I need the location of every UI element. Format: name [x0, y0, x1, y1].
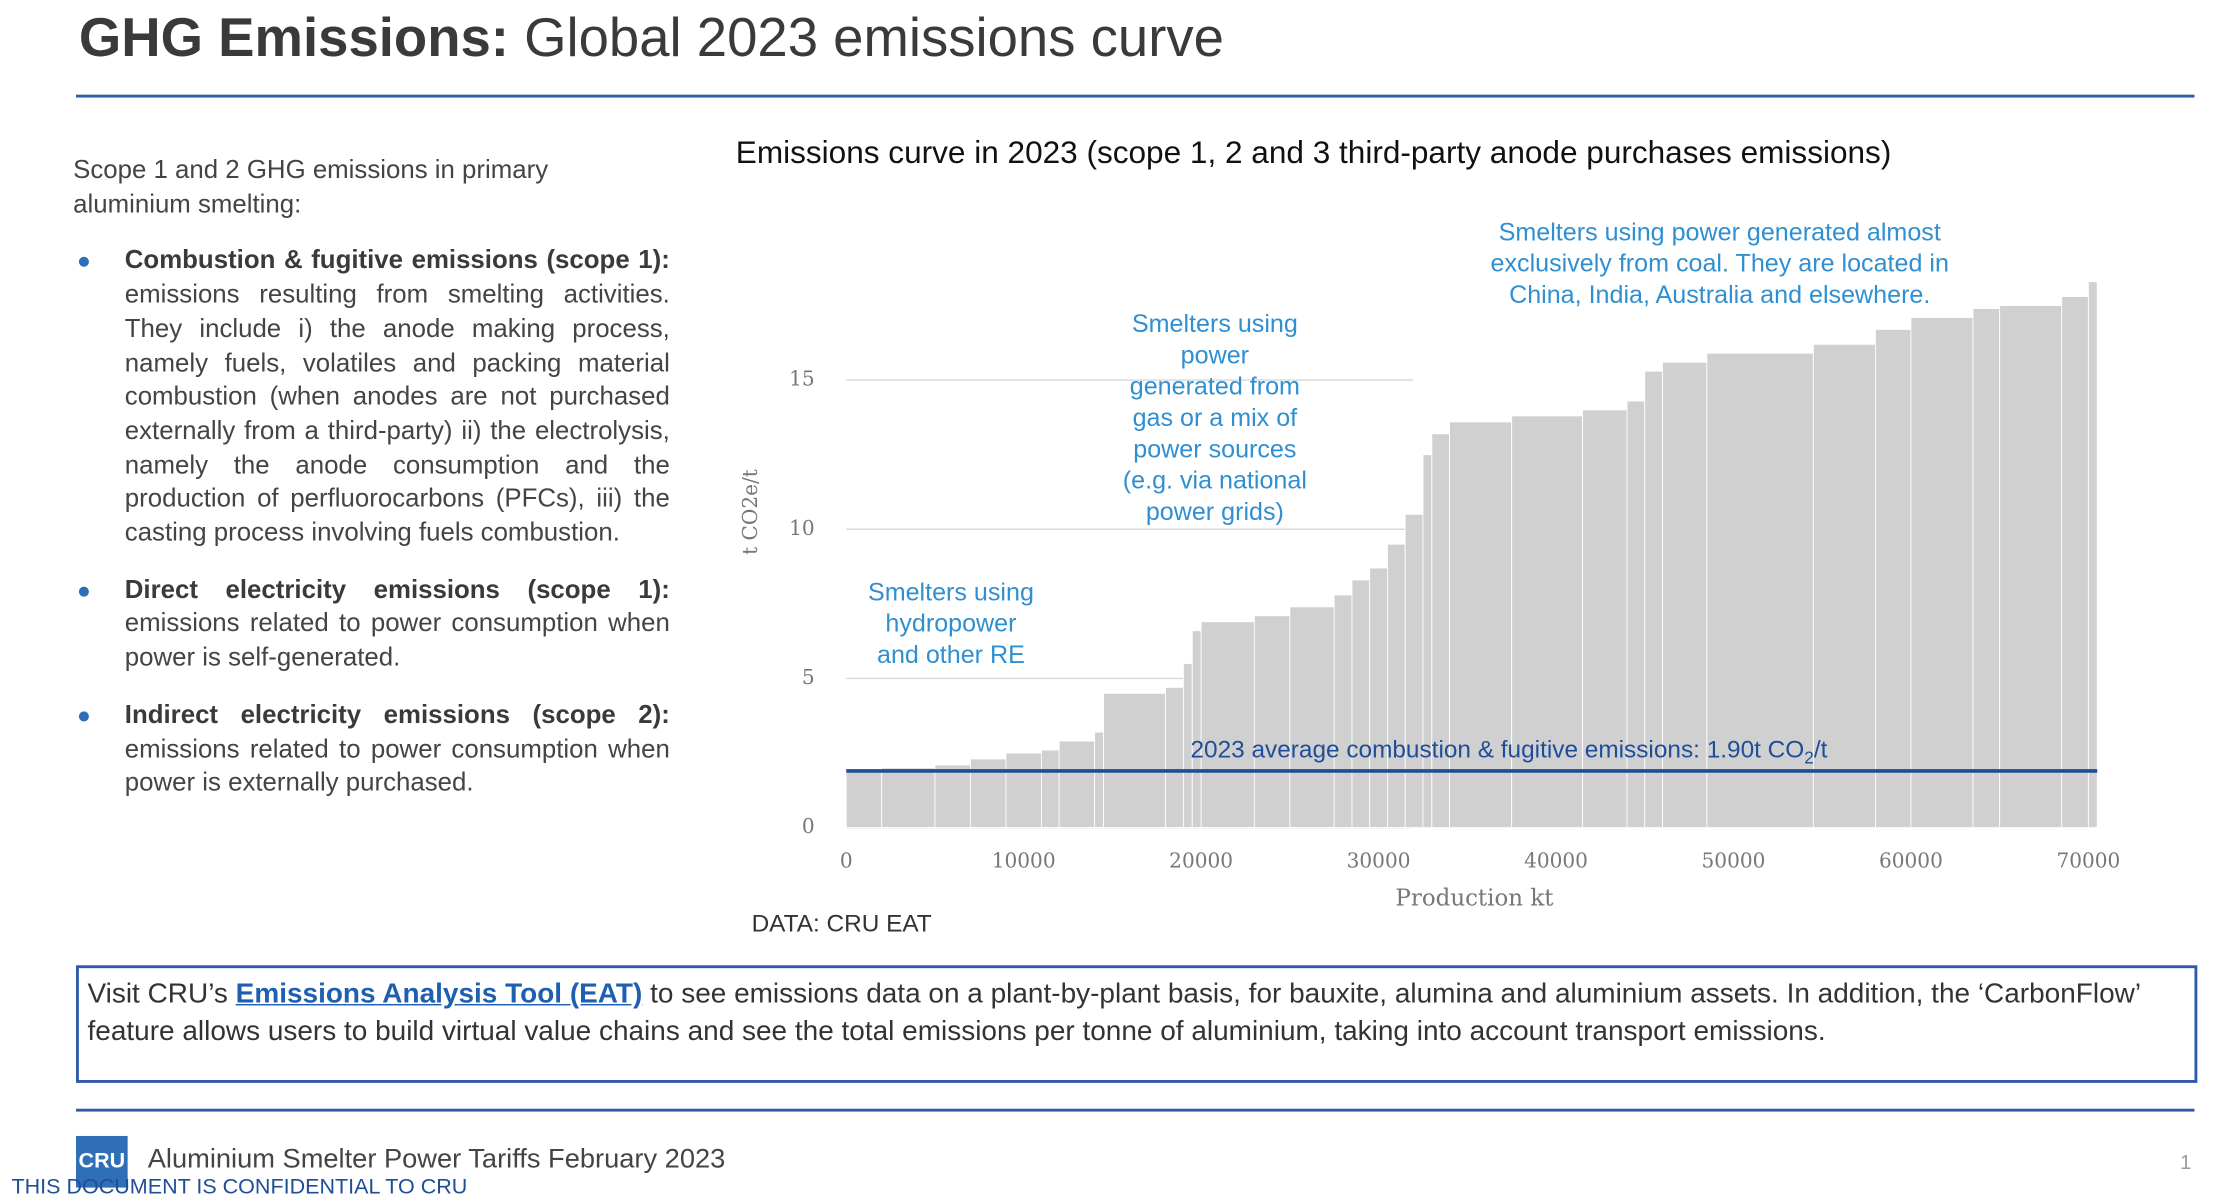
bullet-heading: Indirect electricity emissions (scope 2)…	[124, 699, 670, 729]
left-panel: Scope 1 and 2 GHG emissions in primary a…	[73, 153, 670, 823]
average-label-part: 2	[1804, 747, 1814, 767]
annotation: power sources	[1133, 435, 1296, 463]
bullet: Direct electricity emissions (scope 1): …	[73, 573, 670, 675]
bar	[1289, 606, 1335, 829]
x-tick-label: 0	[840, 849, 853, 873]
x-tick-label: 20000	[1169, 849, 1233, 873]
bullet: Indirect electricity emissions (scope 2)…	[73, 698, 670, 800]
bar	[1040, 749, 1060, 829]
bullet-text: emissions related to power consumption w…	[124, 733, 670, 797]
bar	[2087, 281, 2098, 829]
annotation: gas or a mix of	[1133, 404, 1299, 432]
bar	[845, 770, 883, 829]
bullet-heading: Direct electricity emissions (scope 1):	[124, 574, 670, 604]
bullet: Combustion & fugitive emissions (scope 1…	[73, 244, 670, 550]
slide-title: GHG Emissions: Global 2023 emissions cur…	[79, 9, 1224, 71]
average-label: 2023 average combustion & fugitive emiss…	[1190, 737, 1827, 767]
bar	[1191, 630, 1202, 829]
x-tick-label: 50000	[1702, 849, 1766, 873]
title-rule	[76, 94, 2195, 98]
callout-box: Visit CRU’s Emissions Analysis Tool (EAT…	[76, 965, 2198, 1083]
annotation: power	[1181, 341, 1249, 369]
annotation: hydropower	[885, 610, 1016, 638]
bar	[1662, 361, 1708, 829]
bullet-text: emissions resulting from smelting activi…	[124, 279, 670, 547]
annotation: generated from	[1130, 373, 1300, 401]
bar	[1103, 692, 1167, 829]
title-bold: GHG Emissions:	[78, 8, 509, 69]
bar	[934, 764, 971, 829]
bar	[1253, 615, 1291, 829]
bar	[1351, 579, 1371, 829]
annotation: Smelters using	[868, 578, 1034, 606]
y-tick-label: 15	[789, 367, 815, 391]
x-tick-label: 60000	[1879, 849, 1943, 873]
bar	[1910, 317, 1974, 829]
average-label-part: /t	[1814, 737, 1828, 764]
confidential-note: THIS DOCUMENT IS CONFIDENTIAL TO CRU	[11, 1174, 468, 1200]
bar	[1706, 352, 1814, 829]
callout-text: to see emissions data on a plant-by-plan…	[87, 978, 2141, 1048]
bar	[1058, 740, 1096, 829]
y-axis-label: t CO2e/t	[738, 469, 762, 555]
bullet-list: Combustion & fugitive emissions (scope 1…	[73, 244, 670, 800]
source: DATA: CRU EAT	[752, 911, 932, 938]
bar	[1404, 513, 1424, 829]
bullet-heading: Combustion & fugitive emissions (scope 1…	[124, 245, 670, 275]
bar	[1875, 328, 1912, 829]
x-tick-label: 30000	[1347, 849, 1411, 873]
bar	[1369, 567, 1388, 829]
annotation: Smelters using power generated almost	[1499, 218, 1941, 246]
bar	[2061, 296, 2089, 829]
average-label-part: 2023 average combustion & fugitive emiss…	[1190, 737, 1804, 764]
annotation: (e.g. via national	[1123, 467, 1307, 495]
intro: Scope 1 and 2 GHG emissions in primary a…	[73, 154, 549, 218]
bar	[1094, 731, 1104, 829]
bar	[1511, 415, 1584, 829]
callout-text: Visit CRU’s	[87, 978, 228, 1010]
bar	[1582, 409, 1628, 829]
report-name: Aluminium Smelter Power Tariffs February…	[147, 1144, 726, 1175]
bar	[1165, 686, 1184, 829]
bar	[1449, 421, 1513, 829]
y-tick-label: 0	[802, 814, 815, 838]
x-tick-label: 40000	[1524, 849, 1588, 873]
y-tick-label: 5	[802, 665, 815, 689]
eat-link[interactable]: Emissions Analysis Tool (EAT)	[235, 978, 643, 1010]
bar	[1387, 543, 1406, 829]
x-tick-label: 10000	[992, 849, 1056, 873]
annotation: and other RE	[877, 641, 1025, 669]
bullet-text: emissions related to power consumption w…	[124, 608, 670, 672]
logo: CRU	[76, 1135, 128, 1188]
annotation: Smelters using	[1132, 310, 1298, 338]
chart: Emissions curve in 2023 (scope 1, 2 and …	[736, 134, 2121, 938]
bar	[1431, 433, 1450, 829]
annotation: exclusively from coal. They are located …	[1491, 250, 1949, 278]
bar	[1005, 752, 1042, 829]
title-rest: Global 2023 emissions curve	[524, 8, 1224, 69]
bar	[1200, 621, 1255, 829]
footer-rule	[76, 1108, 2195, 1112]
chart-title: Emissions curve in 2023 (scope 1, 2 and …	[736, 134, 1892, 170]
bar	[1333, 594, 1353, 829]
bar	[881, 767, 936, 829]
x-tick-label: 70000	[2056, 849, 2120, 873]
y-tick-label: 10	[789, 516, 815, 540]
page-number: 1	[2180, 1150, 2192, 1174]
annotation: China, India, Australia and elsewhere.	[1509, 281, 1930, 309]
bar	[1972, 308, 2001, 829]
x-axis-label: Production kt	[1395, 885, 1554, 911]
annotation: power grids)	[1146, 498, 1284, 526]
bar	[1812, 343, 1876, 829]
bar	[1999, 305, 2063, 829]
